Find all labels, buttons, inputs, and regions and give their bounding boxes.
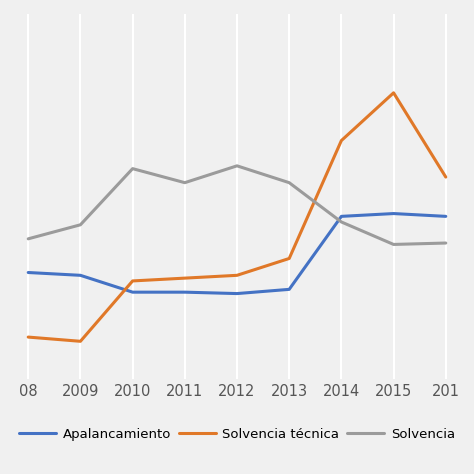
Apalancamiento	[78, 273, 83, 278]
Apalancamiento	[26, 270, 31, 275]
Apalancamiento	[130, 289, 136, 295]
Solvencia técnica	[338, 138, 344, 144]
Apalancamiento	[443, 213, 448, 219]
Line: Solvencia técnica: Solvencia técnica	[28, 93, 446, 341]
Apalancamiento	[391, 211, 396, 217]
Solvencia	[443, 240, 448, 246]
Line: Solvencia: Solvencia	[28, 166, 446, 245]
Solvencia técnica	[182, 275, 188, 281]
Solvencia	[26, 236, 31, 242]
Solvencia	[130, 166, 136, 172]
Solvencia técnica	[286, 255, 292, 261]
Solvencia técnica	[234, 273, 240, 278]
Solvencia	[182, 180, 188, 185]
Solvencia	[286, 180, 292, 185]
Solvencia técnica	[26, 334, 31, 340]
Apalancamiento	[182, 289, 188, 295]
Apalancamiento	[234, 291, 240, 296]
Solvencia técnica	[130, 278, 136, 284]
Solvencia	[338, 219, 344, 225]
Apalancamiento	[286, 286, 292, 292]
Solvencia técnica	[78, 338, 83, 344]
Solvencia técnica	[391, 90, 396, 96]
Solvencia técnica	[443, 174, 448, 180]
Solvencia	[234, 163, 240, 169]
Solvencia	[78, 222, 83, 228]
Line: Apalancamiento: Apalancamiento	[28, 214, 446, 293]
Apalancamiento	[338, 213, 344, 219]
Legend: Apalancamiento, Solvencia técnica, Solvencia: Apalancamiento, Solvencia técnica, Solve…	[14, 422, 460, 446]
Solvencia	[391, 242, 396, 247]
